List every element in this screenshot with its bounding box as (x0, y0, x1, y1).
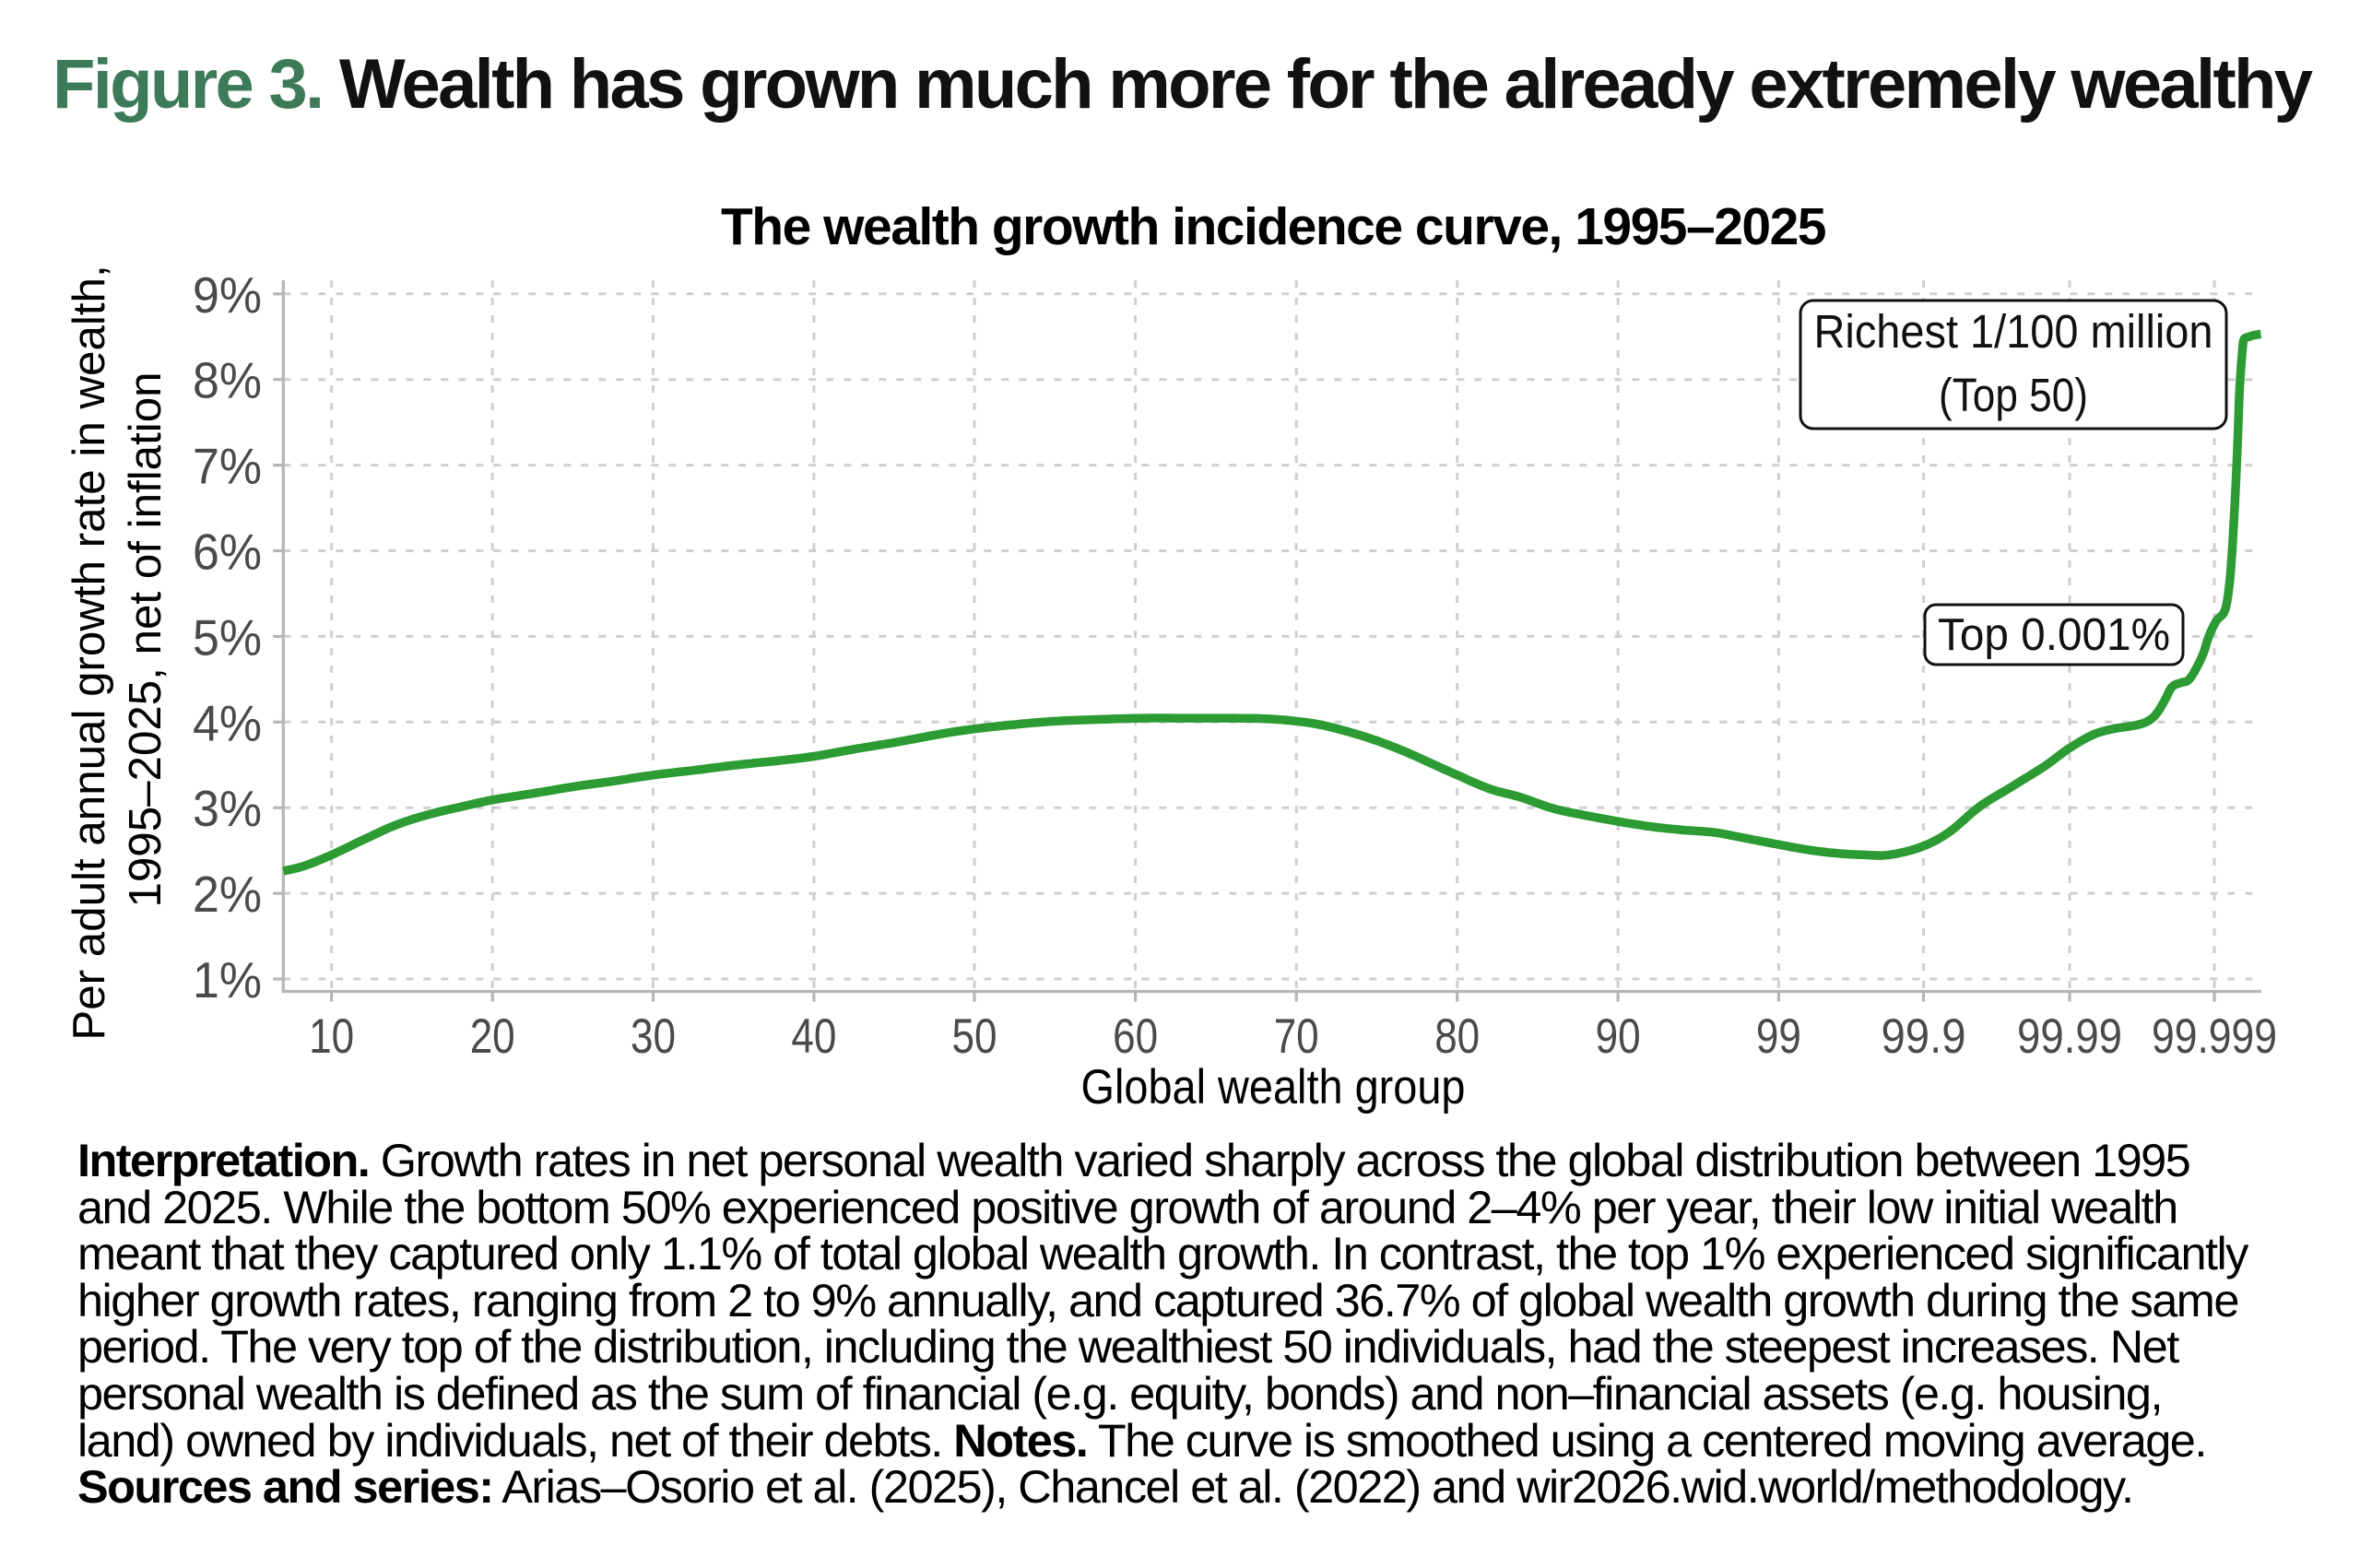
svg-text:Per adult annual growth rate i: Per adult annual growth rate in wealth, (64, 265, 114, 1040)
svg-text:3%: 3% (193, 780, 262, 837)
svg-text:50: 50 (952, 1009, 997, 1064)
svg-text:8%: 8% (193, 352, 262, 409)
svg-text:20: 20 (470, 1009, 515, 1064)
svg-text:Global wealth group: Global wealth group (1081, 1060, 1466, 1114)
svg-text:9%: 9% (193, 266, 262, 324)
svg-text:(Top 50): (Top 50) (1939, 369, 2088, 421)
svg-text:1%: 1% (193, 951, 262, 1008)
svg-text:10: 10 (309, 1009, 354, 1064)
svg-text:70: 70 (1274, 1009, 1319, 1064)
svg-text:40: 40 (791, 1009, 836, 1064)
svg-text:99: 99 (1756, 1009, 1801, 1064)
svg-text:60: 60 (1113, 1009, 1158, 1064)
svg-text:99.9: 99.9 (1882, 1009, 1966, 1064)
svg-text:The wealth growth incidence cu: The wealth growth incidence curve, 1995–… (721, 197, 1826, 256)
svg-text:6%: 6% (193, 524, 262, 581)
svg-text:99.999: 99.999 (2152, 1009, 2277, 1064)
svg-text:30: 30 (631, 1009, 676, 1064)
svg-text:99.99: 99.99 (2017, 1009, 2122, 1064)
svg-text:2%: 2% (193, 866, 262, 923)
svg-text:4%: 4% (193, 694, 262, 751)
svg-text:Top 0.001%: Top 0.001% (1938, 609, 2170, 660)
svg-text:7%: 7% (193, 438, 262, 495)
svg-text:80: 80 (1434, 1009, 1480, 1064)
svg-text:1995–2025, net of inflation: 1995–2025, net of inflation (120, 371, 171, 907)
svg-text:90: 90 (1596, 1009, 1641, 1064)
svg-text:5%: 5% (193, 608, 262, 666)
svg-text:Richest 1/100 million: Richest 1/100 million (1814, 305, 2213, 358)
